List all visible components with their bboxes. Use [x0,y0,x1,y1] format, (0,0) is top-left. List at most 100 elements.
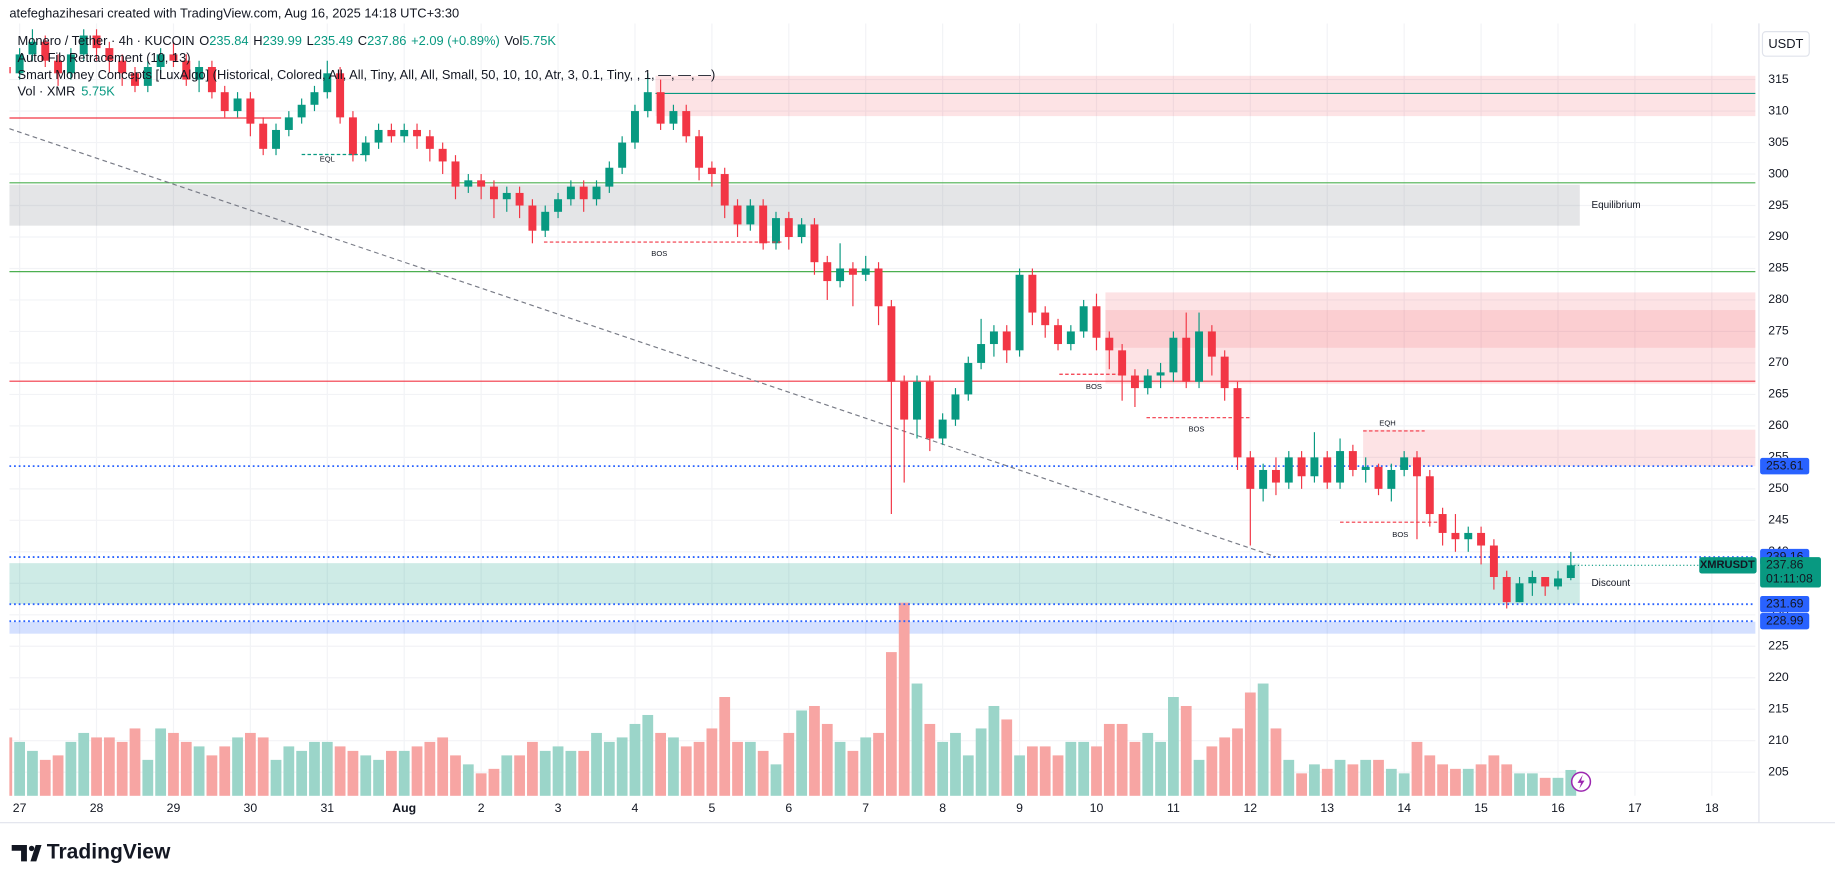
lightning-icon[interactable] [1570,771,1592,792]
candle-body [233,98,242,112]
candle-body [913,381,921,420]
volume-bar [565,750,577,796]
indicator: Auto Fib Retracement (10, 13) [18,50,191,65]
volume-bar [732,741,743,796]
price-label-box [1760,612,1810,630]
currency-button[interactable] [1761,31,1810,57]
candle-body [207,66,216,93]
candle-body [989,331,998,345]
volume-bar [1309,764,1320,796]
x-tick-label: 4 [632,801,639,815]
candle-body [1515,583,1524,603]
volume-bar [360,755,372,796]
candle-body [1066,331,1075,345]
volume-bar [232,737,243,796]
volume-bar [988,705,1000,796]
candle-body [425,136,434,149]
volume-bar [591,732,602,796]
x-tick-label: 10 [1090,801,1104,815]
zone-label: Discount [1591,578,1630,589]
candle-body [1425,476,1434,515]
volume-bar [1565,769,1577,796]
x-tick-label: 16 [1551,801,1565,815]
volume-bar [1360,759,1372,796]
volume-bar [1270,728,1282,796]
volume-bar [347,750,359,796]
volume-bar [270,759,282,796]
y-tick-label: 300 [1768,166,1789,180]
x-tick-label: Aug [392,801,416,815]
candle-body [1041,312,1050,326]
y-tick-label: 295 [1768,198,1789,212]
grid [9,23,1756,796]
candle-body [413,129,422,137]
ohlc-key: L [307,34,314,49]
candle-body [938,419,947,439]
candle-body [131,73,139,86]
volume-bar [873,732,884,796]
volume-bar [1539,777,1551,796]
annotation-label: BOS [1392,530,1408,539]
y-tick-label: 215 [1768,701,1789,715]
brand[interactable]: TradingView [47,841,171,864]
last-price-label: 237.86 [1766,558,1804,572]
candle-body [515,192,524,206]
x-tick-label: 27 [13,801,27,815]
volume-bar [655,732,666,796]
candle-body [502,192,511,200]
volume-bar [129,728,141,796]
candle-body [746,205,755,225]
candle-body [848,268,857,275]
volume-bar [1462,768,1474,796]
indicator: Smart Money Concepts [LuxAlgo] (Historic… [18,67,716,82]
volume-bar [1347,764,1359,796]
candle-body [1387,469,1396,489]
volume-bar [950,732,961,796]
annotation-label: EQL [320,155,335,164]
countdown: 01:11:08 [1766,572,1813,586]
candle-body [1489,545,1498,578]
candle-body [1156,372,1165,376]
volume-bar [1014,755,1025,796]
candle-body [1336,451,1345,483]
volume-bar [501,755,513,796]
candle-body [1541,577,1550,587]
volume-bar [975,728,987,796]
volume-label: Vol · XMR [18,84,76,99]
price-label: 228.99 [1766,613,1804,627]
currency[interactable]: USDT [1768,36,1803,51]
volume-bar [527,741,538,796]
volume-bar [180,741,192,796]
candle-body [361,142,370,156]
candle-body [1297,457,1306,477]
volume-bar [783,732,795,796]
symbol-label: XMRUSDT [1700,559,1755,571]
candle-body [400,129,409,137]
candle-body [438,148,447,162]
candle-body [823,262,832,282]
candle-body [1182,337,1191,382]
candle-body [92,35,101,49]
volume-bar [462,764,474,796]
zone [9,621,1756,634]
volume-bar [411,746,423,796]
candle-body [554,199,563,212]
candle-body [887,306,896,382]
y-tick-label: 290 [1768,229,1789,243]
candle-body [1054,325,1062,345]
volume-bar [642,714,654,796]
candle-body [900,381,909,420]
volume-bar [693,741,705,796]
tradingview-logo[interactable]: TradingView [11,841,171,864]
volume-bar [757,750,769,796]
volume-bar [1219,737,1231,796]
volume-bar [1321,768,1333,796]
x-tick-label: 28 [90,801,104,815]
candle-body [669,111,678,124]
volume-bar [244,732,256,796]
candle-body [246,98,255,124]
volume-bar [770,764,782,796]
candle-body [630,111,639,143]
candle-body [1310,457,1319,477]
